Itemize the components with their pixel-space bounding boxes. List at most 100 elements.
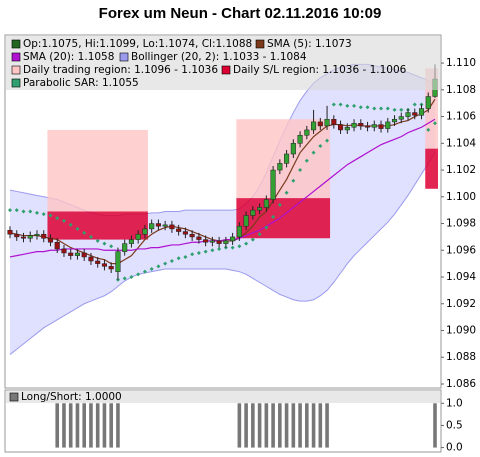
sar-dot [163, 261, 168, 266]
bar [82, 403, 87, 448]
candle-body [230, 236, 236, 242]
sar-dot [48, 213, 53, 218]
sar-dot [264, 225, 269, 230]
candle-body [223, 240, 229, 244]
sar-dot [122, 276, 127, 281]
sar-dot [318, 143, 323, 148]
bar [291, 403, 296, 448]
y-tick-label: 1.092 [446, 298, 476, 310]
bar [109, 403, 113, 448]
sar-dot [385, 106, 390, 111]
sar-dot [250, 237, 255, 242]
sar-dot [82, 230, 87, 235]
candle-body [115, 251, 121, 272]
legend-label: Daily trading region: 1.1096 - 1.1036 [23, 64, 218, 76]
sar-dot [190, 252, 195, 257]
sar-dot [284, 190, 289, 195]
candle-body [7, 229, 13, 235]
bar [264, 403, 269, 448]
sar-dot [149, 266, 154, 271]
sar-dot [271, 214, 276, 219]
legend-swatch [11, 52, 21, 62]
bar [244, 403, 248, 448]
sar-dot [433, 121, 437, 126]
y-tick-label: 1.106 [446, 111, 476, 123]
candle-body [41, 233, 47, 239]
candle-body [196, 236, 202, 240]
sar-dot [352, 103, 357, 108]
sar-dot [325, 138, 330, 143]
bar [298, 403, 302, 448]
sar-dot [237, 244, 242, 249]
sar-dot [34, 210, 39, 215]
candle-body [54, 242, 60, 250]
legend-swatch [221, 65, 231, 75]
sar-dot [372, 106, 377, 111]
sar-dot [14, 208, 19, 213]
bar [116, 403, 120, 448]
candle-body [108, 266, 114, 270]
sar-dot [304, 158, 309, 163]
sar-dot [28, 209, 33, 214]
candle-body [324, 118, 330, 127]
sar-dot [75, 226, 80, 231]
legend-swatch [9, 392, 19, 402]
candle-body [236, 225, 242, 238]
candle-body [209, 240, 215, 243]
bar [305, 403, 309, 448]
bar [311, 403, 316, 448]
candle-body [14, 233, 20, 238]
candle-body [68, 252, 74, 256]
region [47, 211, 148, 240]
y-tick-label: 1.100 [446, 191, 476, 203]
sar-dot [298, 168, 303, 173]
candle-body [27, 235, 33, 239]
sar-dot [8, 208, 12, 213]
chart-title: Forex um Neun - Chart 02.11.2016 10:09 [99, 5, 382, 22]
candle-body [155, 223, 161, 227]
candle-body [216, 240, 222, 244]
sar-dot [230, 245, 235, 250]
y-tick-label: 1.102 [446, 164, 476, 176]
candle-body [277, 163, 283, 171]
candle-body [176, 228, 182, 232]
candle-body [418, 108, 425, 116]
sar-dot [88, 234, 93, 239]
legend-background [6, 391, 440, 403]
candle-body [331, 118, 337, 125]
sar-dot [277, 202, 282, 207]
sar-dot [399, 107, 404, 112]
y-tick-label: 1.096 [446, 244, 476, 256]
candle-body [122, 243, 128, 252]
sar-dot [183, 254, 188, 259]
bar [251, 403, 255, 448]
sar-dot [311, 150, 316, 155]
bar [278, 403, 282, 448]
legend-label: SMA (20): 1.1058 [23, 51, 114, 63]
sar-dot [21, 209, 26, 214]
candle-body [263, 199, 269, 208]
bar [62, 403, 66, 448]
sar-dot [291, 178, 296, 183]
y-tick-label: 1.104 [446, 137, 476, 149]
candle-body [304, 129, 310, 136]
y-tick-label: 1.098 [446, 218, 476, 230]
candle-body [412, 112, 418, 116]
candle-body [371, 124, 377, 128]
sar-dot [365, 105, 370, 110]
sar-dot [109, 244, 114, 249]
legend-label: Parabolic SAR: 1.1055 [23, 77, 139, 89]
bar [257, 403, 262, 448]
y-tick-label: 1.110 [446, 57, 476, 69]
legend-label: Bollinger (20, 2): 1.1033 - 1.1084 [131, 51, 307, 63]
sar-dot [176, 256, 181, 261]
candle-body [317, 121, 323, 127]
candle-body [34, 233, 40, 236]
sar-dot [142, 269, 147, 274]
sar-dot [379, 106, 384, 111]
legend-swatch [11, 78, 21, 88]
candle-body [351, 123, 357, 128]
bollinger-lower [9, 152, 436, 355]
sar-dot [68, 222, 73, 227]
